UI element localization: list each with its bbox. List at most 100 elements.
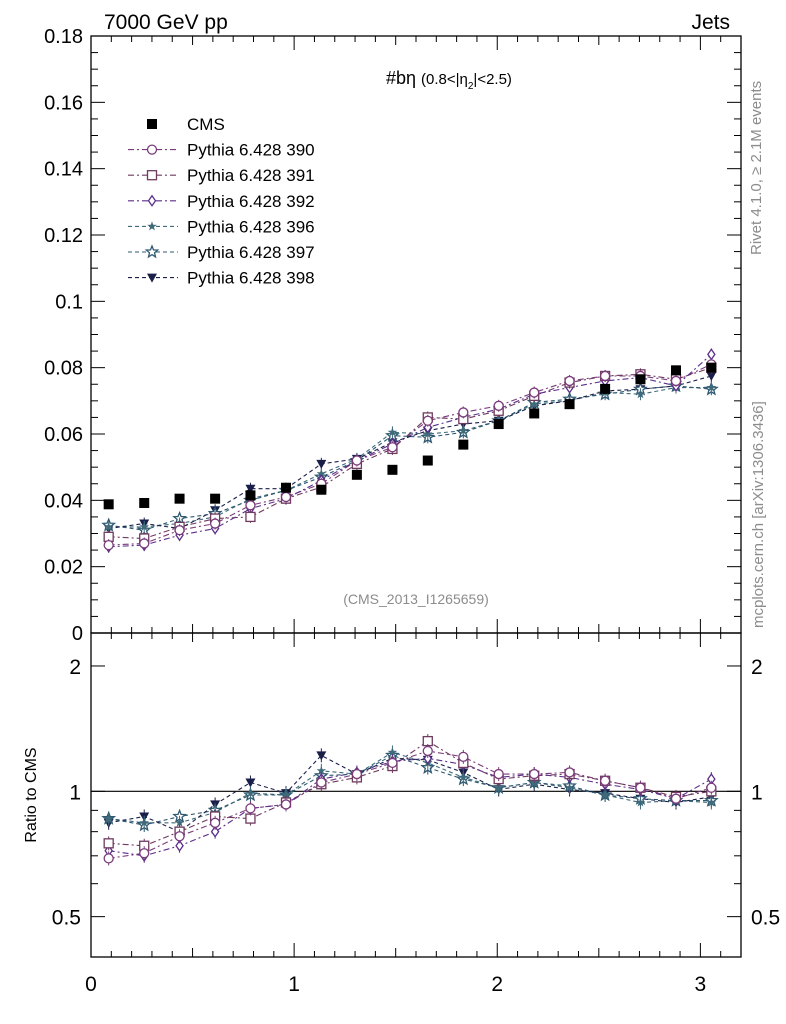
point-s396 [458, 425, 469, 435]
point-s396 [529, 399, 539, 409]
legend-marker-s398 [147, 273, 157, 283]
plot-title-main: #bη [386, 68, 416, 88]
series-line-s398 [108, 375, 712, 530]
ratio-point-s390 [670, 793, 682, 804]
point-s396 [635, 389, 646, 399]
ratio-point-s390 [351, 768, 363, 780]
ratio-point-s396 [316, 765, 327, 775]
y-tick-label: 0.12 [44, 225, 83, 247]
ratio-point-s396 [139, 817, 149, 827]
ratio-point-s390 [387, 757, 398, 769]
ratio-point-s390 [209, 817, 221, 828]
ratio-point-s390 [316, 777, 327, 788]
point-s396 [316, 468, 327, 478]
series-line-s392 [108, 353, 712, 548]
y-tick-label: 0.18 [44, 26, 83, 48]
point-s398 [316, 459, 327, 469]
point-data [281, 482, 291, 493]
point-data [529, 408, 540, 419]
ratio-point-s391 [103, 838, 114, 849]
point-data [706, 362, 717, 373]
plot-title-range-a: (0.8<|η [421, 71, 468, 88]
ratio-point-s396 [245, 788, 256, 798]
legend: CMS Pythia 6.428 390 Pythia 6.428 391 Pythi… [128, 115, 315, 288]
point-s390 [174, 525, 185, 536]
ratio-point-s396 [103, 813, 114, 823]
series-line-s390 [108, 363, 712, 546]
point-data [103, 499, 114, 510]
ratio-line-s390 [108, 750, 712, 859]
point-s390 [139, 538, 150, 549]
ratio-ylabel: Ratio to CMS [23, 747, 40, 842]
plot-title-range-b: |<2.5) [473, 71, 512, 88]
ratio-point-s398 [316, 751, 327, 761]
point-data [600, 383, 611, 394]
legend-label-s392: Pythia 6.428 392 [187, 192, 315, 211]
ratio-point-s390 [529, 768, 540, 780]
legend-marker-s391 [146, 170, 158, 181]
y-tick-label: 0.1 [55, 291, 83, 313]
ratio-point-s396 [387, 747, 398, 757]
ratio-y-tick-label-right: 2 [751, 656, 763, 679]
point-s396 [423, 429, 433, 438]
point-s396 [706, 382, 717, 392]
legend-label-s391: Pythia 6.428 391 [187, 166, 315, 185]
plot-title-range: (0.8<|η2|<2.5) [421, 71, 512, 92]
ratio-y-tick-label-right: 1 [751, 781, 763, 804]
ratio-point-s390 [706, 782, 717, 793]
point-s390 [564, 375, 575, 387]
point-s391 [245, 511, 256, 523]
point-s396 [103, 521, 114, 531]
ratio-line-s392 [108, 757, 712, 857]
point-s390 [351, 455, 363, 466]
y-tick-label: 0.06 [44, 424, 83, 446]
ratio-point-s392 [210, 825, 220, 838]
ratio-point-s396 [281, 790, 291, 799]
legend-marker-s392 [147, 194, 157, 207]
ratio-y-tick-label: 2 [69, 656, 81, 679]
point-data [635, 374, 646, 385]
point-s390 [387, 442, 398, 453]
plot-title-range-sub: 2 [468, 81, 474, 92]
point-data [174, 493, 185, 504]
y-tick-label: 0.02 [44, 557, 83, 579]
point-data [210, 493, 221, 504]
ratio-y-tick-label: 1 [69, 781, 81, 804]
point-data [422, 455, 433, 466]
ratio-point-s390 [280, 799, 292, 810]
ratio-line-s391 [108, 740, 712, 847]
ratio-point-s390 [458, 751, 469, 762]
category-label: Jets [691, 11, 730, 34]
point-s390 [280, 491, 292, 503]
point-data [139, 497, 150, 508]
legend-marker-s396 [147, 221, 157, 231]
y-tick-label: 0.04 [44, 490, 83, 512]
point-s390 [103, 539, 114, 551]
series-line-s396 [108, 387, 712, 528]
ratio-point-s390 [599, 775, 611, 786]
ratio-point-s390 [564, 767, 575, 778]
ratio-point-s396 [458, 772, 469, 782]
point-s396 [387, 427, 398, 437]
ratio-point-s396 [706, 797, 717, 807]
x-tick-label: 0 [85, 973, 97, 996]
x-tick-label: 1 [288, 973, 300, 996]
y-tick-label: 0.08 [44, 358, 83, 380]
ratio-point-s390 [635, 782, 646, 793]
ratio-line-s398 [108, 754, 712, 833]
rivet-watermark: Rivet 4.1.0, ≥ 2.1M events [748, 81, 765, 255]
ratio-point-s396 [635, 797, 646, 807]
y-tick-label: 0.16 [44, 92, 83, 114]
x-tick-label: 3 [695, 973, 707, 996]
ratio-point-s396 [564, 782, 575, 792]
point-s390 [458, 407, 469, 418]
point-s390 [493, 400, 504, 411]
y-tick-label: 0 [72, 623, 83, 645]
point-s390 [209, 518, 221, 529]
legend-label-data: CMS [187, 115, 225, 134]
point-data [564, 399, 575, 410]
ratio-frame [90, 632, 742, 958]
y-tick-label: 0.14 [44, 159, 83, 181]
point-s398 [706, 371, 717, 381]
analysis-id: (CMS_2013_I1265659) [343, 591, 489, 607]
